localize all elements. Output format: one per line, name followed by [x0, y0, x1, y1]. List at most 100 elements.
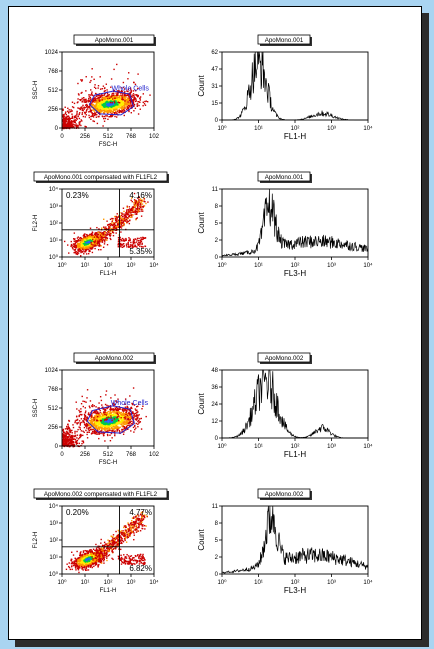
scatter-point [68, 118, 71, 120]
scatter-point [96, 107, 99, 109]
scatter-point [134, 238, 136, 240]
scatter-point [103, 96, 105, 98]
scatter-point [140, 201, 142, 204]
scatter-point [96, 103, 99, 105]
scatter-point [114, 113, 116, 115]
scatter-point [96, 411, 99, 413]
scatter-point [103, 233, 106, 236]
plot-title: ApoMono.001 [95, 37, 134, 44]
scatter-point [135, 98, 137, 100]
scatter-point [117, 426, 119, 428]
scatter-point [134, 89, 137, 92]
scatter-point [62, 126, 65, 128]
scatter-point [143, 198, 146, 200]
scatter-point [102, 125, 104, 127]
scatter-point [123, 102, 126, 104]
plot-frame [221, 188, 369, 258]
scatter-point [144, 245, 147, 248]
scatter-point [120, 243, 122, 246]
scatter-point [122, 421, 124, 423]
scatter-point [128, 409, 131, 411]
scatter-point [109, 106, 112, 109]
scatter-point [111, 222, 113, 224]
scatter-point [78, 414, 80, 417]
scatter-point [64, 124, 66, 127]
scatter-point [112, 234, 115, 237]
scatter-point [62, 115, 64, 118]
scatter-point [141, 408, 143, 410]
scatter-point [131, 200, 133, 203]
scatter-point [104, 236, 107, 239]
scatter-point [78, 117, 81, 120]
scatter-point [102, 418, 104, 420]
scatter-point [105, 104, 108, 107]
scatter-point [126, 210, 128, 213]
scatter-point [91, 103, 93, 106]
title-box-frame [257, 34, 311, 45]
scatter-point [96, 103, 98, 105]
scatter-point [137, 419, 140, 422]
scatter-point [135, 419, 138, 421]
scatter-point [66, 425, 68, 428]
scatter-point [110, 223, 112, 225]
scatter-point [118, 105, 121, 107]
scatter-point [103, 432, 106, 434]
scatter-point [120, 417, 122, 419]
scatter-point [100, 418, 102, 420]
scatter-point [97, 237, 100, 239]
scatter-point [125, 243, 128, 245]
scatter-point [93, 236, 96, 238]
scatter-point [118, 408, 121, 411]
scatter-point [87, 413, 90, 416]
scatter-point [113, 105, 116, 108]
scatter-point [105, 423, 107, 425]
scatter-point [103, 226, 105, 228]
scatter-point [74, 420, 77, 422]
scatter-point [78, 124, 80, 127]
scatter-point [84, 101, 87, 103]
scatter-point [87, 244, 89, 247]
scatter-point [116, 112, 118, 114]
scatter-point [111, 111, 113, 113]
scatter-point [99, 418, 101, 420]
scatter-point [99, 239, 101, 241]
y-tick-label: 5 [215, 221, 219, 227]
scatter-point [136, 246, 138, 248]
scatter-point [85, 109, 88, 111]
x-tick-label: 10⁰ [57, 262, 67, 269]
scatter-point [74, 251, 76, 253]
scatter-point [112, 111, 114, 113]
scatter-point [85, 103, 88, 106]
scatter-point [118, 416, 120, 418]
scatter-point [91, 422, 94, 425]
scatter-point [133, 97, 135, 99]
scatter-point [128, 95, 130, 97]
scatter-point [117, 409, 120, 411]
scatter-point [119, 412, 121, 415]
scatter-point [142, 405, 144, 407]
scatter-point [105, 107, 107, 110]
scatter-point [91, 416, 93, 419]
y-tick-label: 10⁰ [49, 254, 59, 261]
scatter-point [129, 87, 132, 89]
scatter-point [118, 429, 121, 432]
y-tick-label: 31 [211, 84, 218, 90]
gate-polygon[interactable] [88, 90, 135, 116]
scatter-point [129, 98, 131, 100]
scatter-point [66, 432, 68, 435]
scatter-point [78, 442, 80, 445]
scatter-point [66, 118, 69, 121]
scatter-point [123, 109, 126, 112]
scatter-point [67, 115, 70, 117]
scatter-point [75, 114, 77, 117]
scatter-point [129, 99, 132, 101]
scatter-point [133, 414, 135, 417]
scatter-point [98, 97, 100, 99]
scatter-point [137, 73, 139, 75]
scatter-point [99, 427, 101, 429]
scatter-point [110, 232, 112, 235]
scatter-point [74, 438, 77, 441]
scatter-point [125, 423, 127, 425]
scatter-point [80, 107, 82, 109]
scatter-point [127, 208, 129, 211]
